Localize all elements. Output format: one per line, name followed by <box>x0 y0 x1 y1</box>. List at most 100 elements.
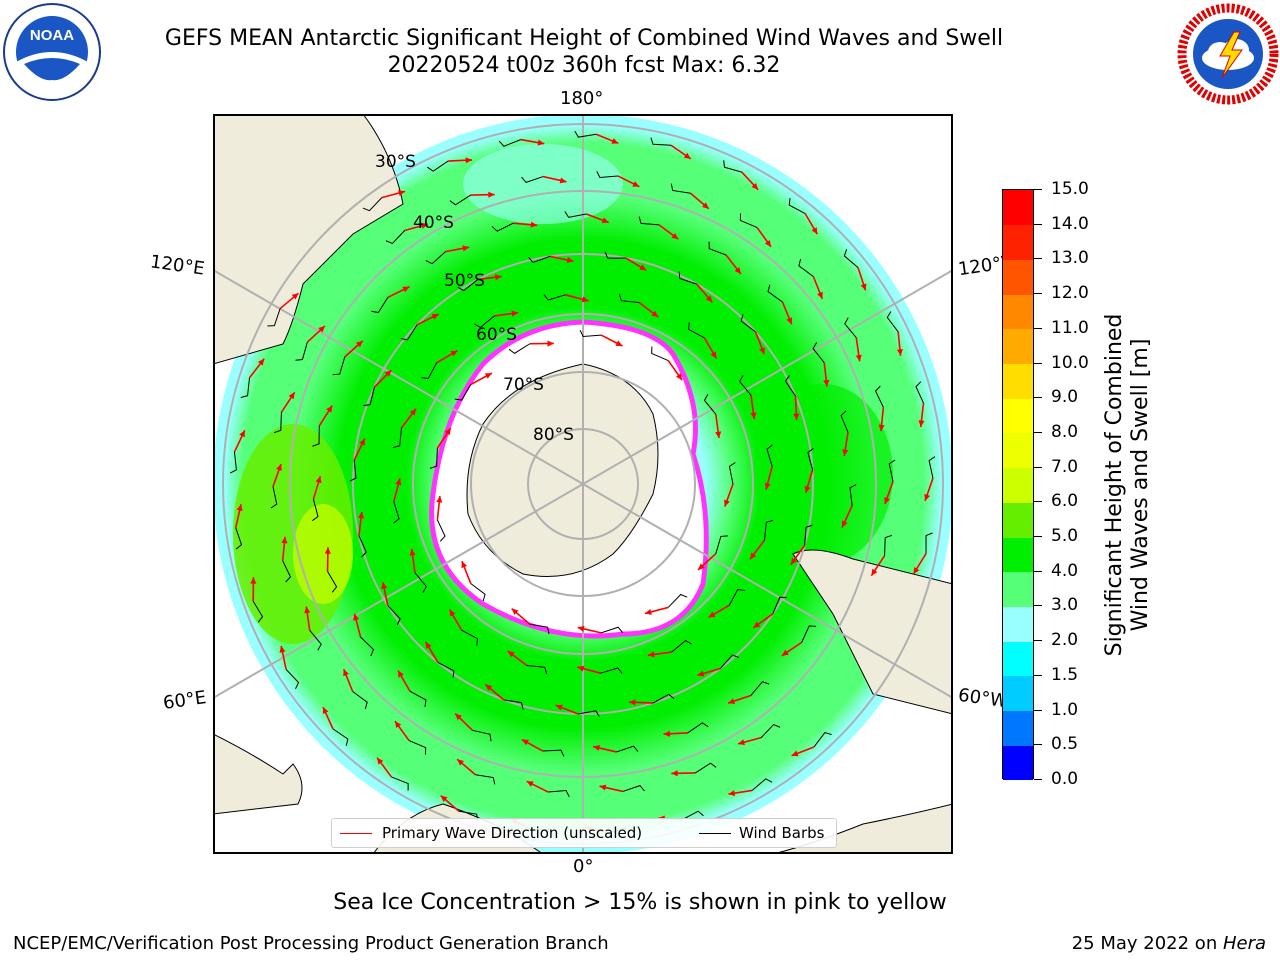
noaa-logo-icon: NOAA <box>3 3 101 101</box>
colorbar-title-line1: Significant Height of Combined <box>1102 313 1127 657</box>
wind-barb <box>695 762 717 774</box>
wind-barb <box>564 211 587 218</box>
colorbar-segment <box>1003 432 1033 469</box>
lat-label-40s: 40°S <box>413 213 454 233</box>
wind-barb <box>352 691 368 710</box>
wind-barb <box>449 194 471 206</box>
colorbar-tick <box>1034 223 1042 225</box>
wind-barb <box>240 377 251 398</box>
wave-arrowhead <box>555 704 563 711</box>
wave-arrowhead <box>395 478 402 486</box>
wind-barb <box>362 197 383 212</box>
wind-barb <box>312 425 320 447</box>
colorbar-tick-label: 4.0 <box>1051 560 1079 581</box>
wind-barb <box>840 410 849 433</box>
wind-barb <box>650 137 672 146</box>
wind-barb <box>843 249 859 268</box>
wind-barb <box>925 532 933 554</box>
wind-barb <box>888 459 896 482</box>
wind-barb <box>751 778 773 791</box>
colorbar-title-line2: Wind Waves and Swell [m] <box>1128 338 1153 632</box>
wind-barb <box>600 626 624 634</box>
graticule <box>213 114 953 854</box>
wave-arrowhead <box>811 227 818 235</box>
footer-date-text: 25 May 2022 on <box>1071 933 1223 954</box>
wave-arrowhead <box>559 177 567 184</box>
wave-arrowhead <box>749 552 757 560</box>
wave-arrowhead <box>236 504 243 512</box>
colorbar-tick <box>1034 536 1042 538</box>
wind-barb <box>391 776 409 791</box>
wave-arrowhead <box>449 609 456 617</box>
legend-primary-wave: Primary Wave Direction (unscaled) <box>382 824 643 842</box>
wave-arrowhead <box>913 567 920 575</box>
wind-barb <box>358 535 367 558</box>
wave-arrowhead <box>823 379 830 387</box>
wind-barb <box>332 356 346 376</box>
colorbar-tick-label: 1.0 <box>1051 699 1079 720</box>
wind-barb <box>327 571 338 593</box>
wave-arrowhead <box>860 283 867 291</box>
wave-arrowhead <box>702 202 709 209</box>
wave-arrowhead <box>436 496 443 503</box>
wave-arrowhead <box>485 684 493 691</box>
wave-arrowhead <box>377 757 384 765</box>
wind-barb <box>849 484 857 506</box>
wave-arrowhead <box>663 730 671 737</box>
wind-barb <box>491 222 514 232</box>
wind-barb <box>687 322 705 339</box>
wave-arrowhead <box>322 707 329 715</box>
wind-barb <box>472 729 492 742</box>
wave-arrowhead <box>705 295 713 303</box>
wave-arrowhead <box>465 157 473 164</box>
wave-arrowhead <box>841 520 848 528</box>
wind-barb <box>618 293 640 303</box>
wave-arrowhead <box>537 139 545 146</box>
wave-arrowhead <box>593 744 600 751</box>
wave-arrowhead <box>878 424 885 432</box>
wave-arrowhead <box>790 557 797 565</box>
wave-arrowhead <box>444 428 451 436</box>
wave-arrowhead <box>599 784 607 791</box>
colorbar-tick-label: 11.0 <box>1051 317 1089 338</box>
wind-barb <box>708 241 727 256</box>
lat-label-80s: 80°S <box>533 425 574 445</box>
wind-barb <box>508 343 531 354</box>
colorbar-tick <box>1034 744 1042 746</box>
wind-barb <box>681 810 704 821</box>
wave-arrowhead <box>409 408 417 416</box>
wind-barb <box>604 251 626 259</box>
wave-arrowhead <box>358 511 365 519</box>
wave-arrowhead <box>495 274 502 281</box>
wave-arrowhead <box>462 245 470 252</box>
wave-arrowhead <box>804 485 811 493</box>
colorbar-tick-label: 15.0 <box>1051 179 1089 199</box>
colorbar-segment <box>1003 398 1033 434</box>
colorbar-tick <box>1034 258 1042 260</box>
wind-barb <box>312 499 319 522</box>
wind-barb <box>574 130 597 138</box>
wind-barb <box>703 393 717 415</box>
wave-arrowhead <box>577 665 585 672</box>
wind-barb <box>764 519 774 541</box>
wind-barb <box>651 346 669 362</box>
colorbar-tick-label: 14.0 <box>1051 213 1089 234</box>
wave-arrowhead <box>440 795 448 802</box>
wind-barb <box>437 662 455 678</box>
wind-barb <box>720 654 740 669</box>
wind-barb <box>579 329 602 338</box>
wind-barb <box>235 527 243 550</box>
wave-arrowhead <box>698 563 705 570</box>
wave-arrowhead <box>786 317 793 325</box>
wind-barb <box>652 693 675 704</box>
wind-barb <box>844 317 857 338</box>
wind-barb <box>767 284 783 303</box>
wind-barb <box>671 640 692 653</box>
colorbar-segment <box>1003 606 1033 642</box>
wind-barb <box>229 451 237 474</box>
wind-barb <box>886 311 899 333</box>
wave-arrowhead <box>855 354 862 362</box>
wave-arrowhead <box>918 420 925 427</box>
colorbar-tick-label: 7.0 <box>1051 456 1079 477</box>
figure-subtitle: 20220524 t00z 360h fcst Max: 6.32 <box>387 53 781 78</box>
